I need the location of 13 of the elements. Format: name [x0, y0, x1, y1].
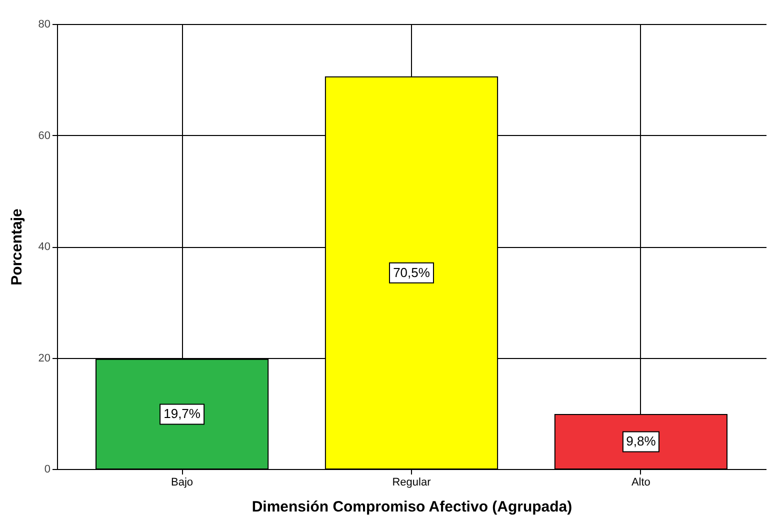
x-tick-label: Bajo: [171, 476, 194, 488]
y-tick-label: 0: [44, 464, 50, 476]
data-label: 9,8%: [626, 434, 656, 449]
y-tick-label: 20: [38, 352, 50, 364]
y-tick-label: 40: [38, 241, 50, 253]
y-tick-label: 60: [38, 130, 50, 142]
x-tick-label: Regular: [392, 476, 432, 488]
y-axis-title: Porcentaje: [8, 208, 26, 286]
x-tick-label: Alto: [631, 476, 650, 488]
data-label: 70,5%: [393, 264, 430, 280]
data-label: 19,7%: [164, 406, 201, 422]
x-axis-title: Dimensión Compromiso Afectivo (Agrupada): [252, 498, 572, 516]
y-tick-label: 80: [38, 18, 50, 30]
